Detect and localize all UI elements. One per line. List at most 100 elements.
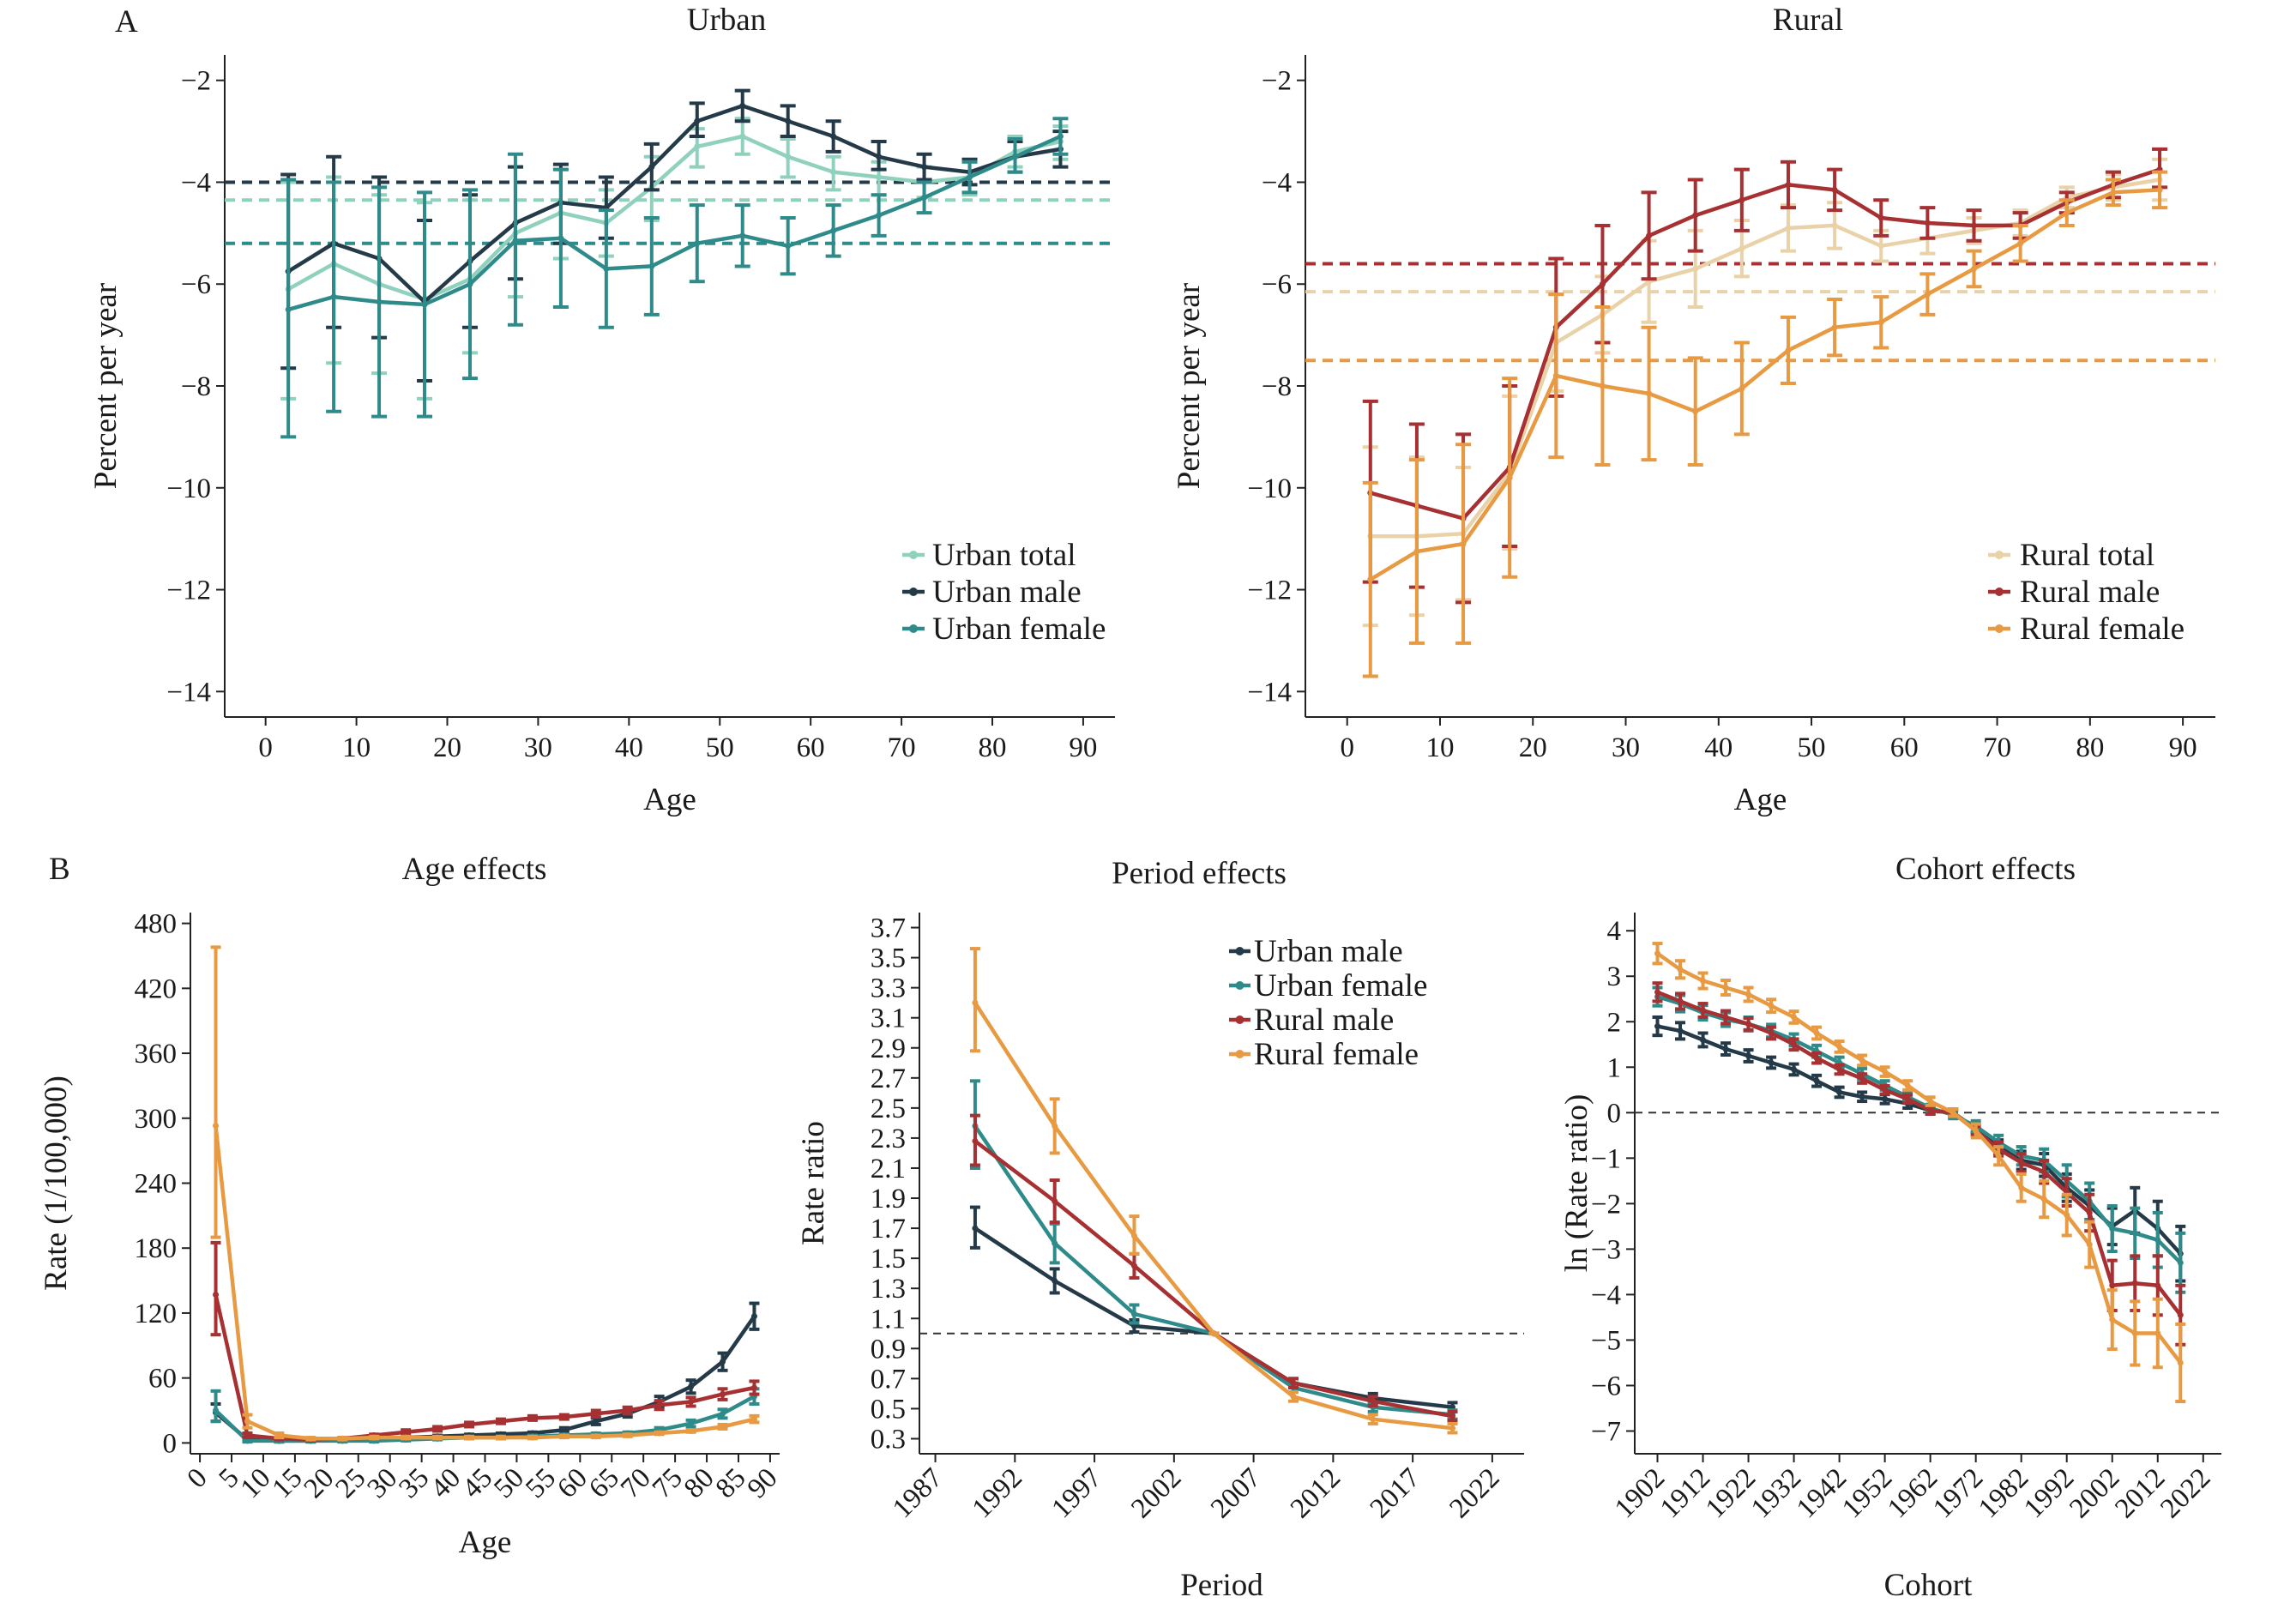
chart-title: Age effects — [402, 852, 547, 887]
data-point — [1599, 280, 1606, 287]
data-point — [1882, 1087, 1889, 1094]
data-point — [1768, 1030, 1775, 1037]
data-point — [1768, 1059, 1775, 1066]
x-tick-label: 1922 — [1700, 1462, 1762, 1524]
y-tick-label: 480 — [135, 909, 178, 940]
legend-marker — [909, 588, 918, 596]
data-point — [1677, 1027, 1684, 1034]
y-tick-label: −12 — [166, 576, 211, 606]
data-point — [1449, 1413, 1456, 1419]
x-tick-label: 2017 — [1365, 1462, 1426, 1524]
data-point — [688, 1420, 695, 1427]
data-point — [561, 1413, 568, 1420]
data-point — [1052, 1277, 1058, 1284]
data-point — [785, 118, 792, 124]
x-tick-label: 2012 — [2109, 1462, 2171, 1524]
data-point — [656, 1430, 663, 1437]
x-axis-label: Age — [1734, 782, 1787, 817]
data-point — [434, 1425, 441, 1432]
data-point — [2177, 1311, 2184, 1318]
data-point — [593, 1410, 600, 1417]
x-tick-label: 2002 — [1125, 1462, 1187, 1524]
data-point — [1722, 1046, 1729, 1052]
x-tick-label: 0 — [258, 732, 273, 763]
series-line — [1369, 188, 2160, 582]
data-point — [1768, 1003, 1775, 1009]
data-point — [466, 1421, 473, 1428]
x-axis-label: Cohort — [1884, 1568, 1974, 1603]
series-line — [1656, 990, 2183, 1317]
y-tick-label: 120 — [135, 1299, 178, 1329]
legend-marker — [1235, 947, 1244, 955]
y-tick-label: −4 — [1591, 1280, 1621, 1311]
data-point — [1995, 1153, 2002, 1160]
x-tick-label: 1997 — [1046, 1462, 1108, 1524]
legend-label: Urban female — [932, 612, 1106, 647]
y-tick-label: 0 — [1607, 1098, 1622, 1129]
data-point — [467, 280, 473, 287]
data-point — [1971, 222, 1978, 229]
data-point — [624, 1432, 631, 1439]
data-point — [750, 1384, 757, 1391]
data-point — [1506, 474, 1513, 481]
data-point — [1057, 133, 1064, 140]
data-point — [2131, 1329, 2138, 1336]
panel-label-b: B — [49, 852, 70, 887]
data-point — [376, 298, 383, 305]
data-point — [1927, 1107, 1934, 1114]
legend-label: Urban total — [932, 538, 1076, 573]
x-tick-label: 90 — [742, 1462, 784, 1504]
y-tick-label: −3 — [1591, 1234, 1621, 1265]
data-point — [1052, 1123, 1058, 1130]
y-tick-label: −6 — [1262, 269, 1292, 300]
data-point — [2040, 1196, 2047, 1202]
y-tick-label: 1.7 — [871, 1214, 906, 1244]
legend-marker — [1995, 588, 2004, 596]
x-tick-label: 2012 — [1285, 1462, 1347, 1524]
series-rural-male — [210, 1240, 760, 1443]
x-tick-label: 1912 — [1654, 1462, 1716, 1524]
data-point — [1722, 984, 1729, 991]
data-point — [1973, 1128, 1980, 1135]
data-point — [2154, 1329, 2161, 1336]
legend-label: Rural female — [1254, 1037, 1419, 1072]
data-point — [1785, 181, 1792, 188]
series-line — [214, 1294, 755, 1442]
y-tick-label: 2.7 — [871, 1064, 906, 1094]
data-point — [2177, 1359, 2184, 1366]
data-point — [2086, 1209, 2093, 1216]
data-point — [1460, 540, 1467, 547]
data-point — [1882, 1069, 1889, 1076]
data-point — [402, 1429, 409, 1436]
data-point — [1449, 1425, 1456, 1431]
data-point — [688, 1398, 695, 1405]
y-tick-label: 2.9 — [871, 1034, 906, 1064]
data-point — [497, 1418, 504, 1425]
data-point — [2064, 209, 2070, 216]
data-point — [921, 194, 928, 201]
data-point — [1813, 1030, 1820, 1037]
data-point — [720, 1391, 726, 1398]
data-point — [1813, 1077, 1820, 1084]
urban-apc-chart: Urban Age Percent per year 0 10 20 30 40 50 60 70 8… — [88, 3, 1115, 817]
y-tick-label: 180 — [135, 1233, 178, 1264]
series-line — [286, 104, 1061, 304]
y-tick-label: 1 — [1607, 1052, 1622, 1083]
data-point — [593, 1433, 600, 1440]
data-point — [1924, 291, 1931, 298]
x-tick-label: 60 — [797, 732, 825, 763]
y-tick-label: 3.3 — [871, 973, 906, 1004]
data-point — [285, 306, 292, 313]
series-line — [1656, 994, 2182, 1264]
x-tick-label: 2022 — [1443, 1462, 1505, 1524]
data-point — [656, 1401, 663, 1408]
data-point — [1052, 1198, 1058, 1205]
series-rural-male — [1652, 981, 2186, 1347]
y-axis-label: Rate ratio — [796, 1121, 831, 1245]
data-point — [1739, 385, 1745, 392]
y-tick-label: 2.3 — [871, 1124, 906, 1154]
data-point — [648, 164, 655, 171]
data-point — [1370, 1398, 1377, 1405]
series-line — [287, 134, 1061, 302]
